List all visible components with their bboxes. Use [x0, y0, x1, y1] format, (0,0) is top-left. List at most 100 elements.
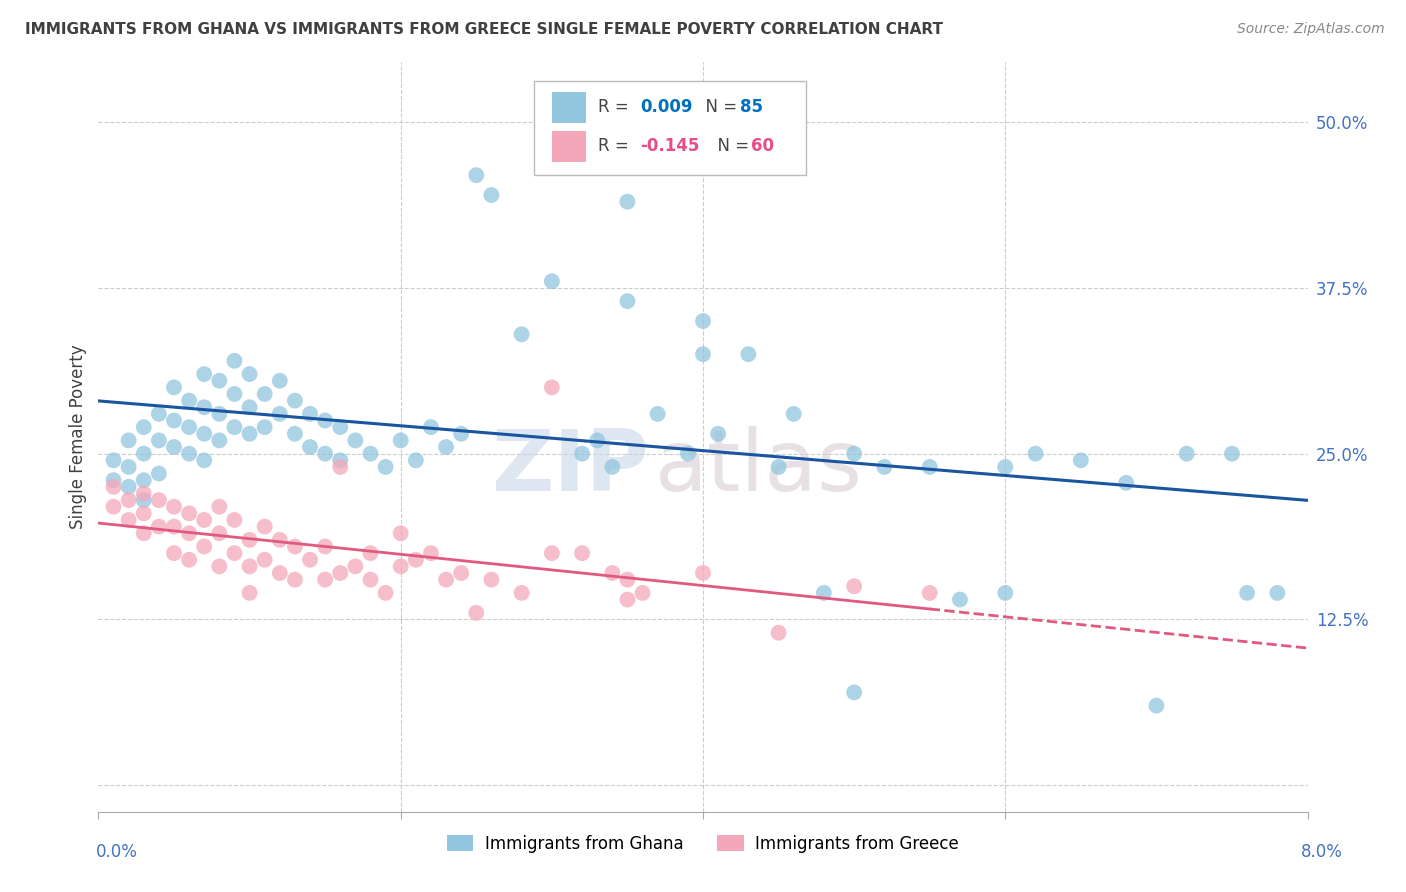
Point: [873, 459, 896, 474]
Text: 85: 85: [741, 98, 763, 116]
Point: [1236, 586, 1258, 600]
Point: [374, 586, 396, 600]
Point: [193, 367, 215, 381]
Point: [1220, 447, 1243, 461]
Point: [208, 526, 231, 541]
Point: [692, 566, 714, 580]
Point: [420, 546, 443, 560]
FancyBboxPatch shape: [534, 81, 806, 175]
Point: [450, 566, 472, 580]
Point: [103, 480, 125, 494]
Point: [179, 447, 201, 461]
Point: [224, 354, 246, 368]
Point: [179, 393, 201, 408]
Point: [299, 440, 322, 454]
Point: [434, 573, 457, 587]
Text: R =: R =: [598, 137, 634, 155]
Point: [616, 592, 638, 607]
Text: 0.009: 0.009: [640, 98, 693, 116]
Point: [132, 486, 155, 500]
Point: [208, 374, 231, 388]
Text: Source: ZipAtlas.com: Source: ZipAtlas.com: [1237, 22, 1385, 37]
Point: [253, 387, 276, 401]
Point: [208, 407, 231, 421]
Point: [269, 533, 291, 547]
Point: [329, 453, 352, 467]
Point: [405, 553, 427, 567]
Point: [783, 407, 806, 421]
Point: [692, 314, 714, 328]
Point: [163, 546, 186, 560]
Point: [239, 559, 262, 574]
Point: [148, 434, 170, 448]
Point: [616, 294, 638, 309]
Point: [208, 434, 231, 448]
Point: [193, 453, 215, 467]
Point: [314, 413, 336, 427]
Point: [118, 480, 141, 494]
Point: [284, 426, 307, 441]
Text: R =: R =: [598, 98, 634, 116]
Point: [224, 387, 246, 401]
Point: [299, 553, 322, 567]
Point: [540, 380, 562, 394]
Point: [103, 453, 125, 467]
Point: [1025, 447, 1047, 461]
Point: [314, 573, 336, 587]
Point: [360, 447, 382, 461]
Point: [179, 420, 201, 434]
Point: [481, 188, 503, 202]
Point: [103, 500, 125, 514]
Point: [118, 513, 141, 527]
Text: N =: N =: [707, 137, 754, 155]
Point: [389, 434, 412, 448]
Point: [510, 586, 533, 600]
Point: [329, 420, 352, 434]
Text: atlas: atlas: [655, 425, 863, 508]
Point: [132, 506, 155, 520]
Point: [208, 559, 231, 574]
Point: [148, 407, 170, 421]
Point: [224, 420, 246, 434]
Text: IMMIGRANTS FROM GHANA VS IMMIGRANTS FROM GREECE SINGLE FEMALE POVERTY CORRELATIO: IMMIGRANTS FROM GHANA VS IMMIGRANTS FROM…: [25, 22, 943, 37]
Point: [148, 493, 170, 508]
FancyBboxPatch shape: [551, 92, 586, 123]
Point: [148, 467, 170, 481]
Point: [179, 553, 201, 567]
Point: [224, 546, 246, 560]
Point: [132, 526, 155, 541]
Point: [132, 493, 155, 508]
Point: [602, 459, 624, 474]
Point: [434, 440, 457, 454]
Point: [844, 685, 866, 699]
Point: [239, 533, 262, 547]
Point: [269, 407, 291, 421]
Point: [571, 447, 593, 461]
Point: [616, 194, 638, 209]
Point: [768, 625, 790, 640]
Point: [284, 540, 307, 554]
Point: [314, 447, 336, 461]
Point: [616, 573, 638, 587]
Point: [239, 586, 262, 600]
Point: [844, 447, 866, 461]
Point: [329, 459, 352, 474]
Point: [481, 573, 503, 587]
Legend: Immigrants from Ghana, Immigrants from Greece: Immigrants from Ghana, Immigrants from G…: [440, 829, 966, 860]
Point: [360, 573, 382, 587]
Text: 8.0%: 8.0%: [1301, 843, 1343, 861]
Point: [676, 447, 699, 461]
Point: [103, 473, 125, 487]
Point: [253, 553, 276, 567]
Point: [1175, 447, 1198, 461]
FancyBboxPatch shape: [551, 130, 586, 162]
Point: [707, 426, 730, 441]
Point: [360, 546, 382, 560]
Point: [239, 367, 262, 381]
Point: [132, 447, 155, 461]
Point: [374, 459, 396, 474]
Point: [540, 128, 562, 143]
Point: [344, 434, 367, 448]
Point: [163, 500, 186, 514]
Point: [132, 420, 155, 434]
